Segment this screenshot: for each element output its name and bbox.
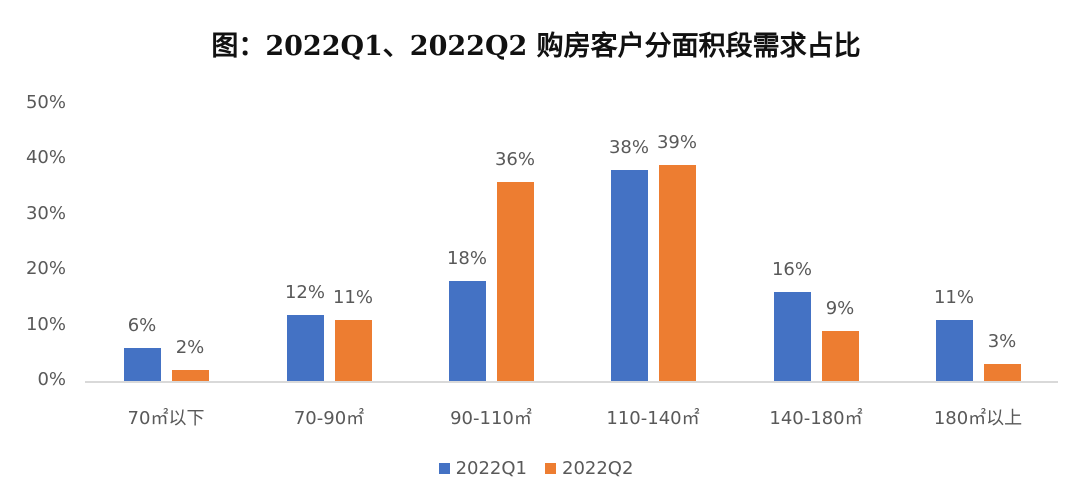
y-tick-label: 20% [25, 258, 66, 280]
bar-2022q2 [983, 364, 1021, 381]
data-label: 3% [987, 331, 1017, 353]
x-tick-label: 180㎡以上 [933, 408, 1023, 429]
y-tick-label: 10% [25, 313, 66, 335]
data-label: 2% [175, 336, 205, 358]
x-axis-line [85, 381, 1058, 383]
bar-2022q1 [286, 314, 324, 381]
data-label: 16% [771, 259, 812, 281]
bar-2022q2 [171, 369, 209, 381]
legend-swatch-q1 [438, 463, 450, 474]
bar-2022q2 [821, 331, 859, 381]
bar-2022q1 [935, 320, 973, 381]
bar-2022q1 [448, 281, 486, 381]
bar-2022q1 [773, 292, 811, 381]
bar-2022q2 [658, 164, 696, 381]
x-tick-label: 110-140㎡ [606, 408, 700, 429]
y-tick-label: 30% [25, 202, 66, 224]
bar-2022q2 [334, 320, 372, 381]
data-label: 12% [284, 281, 325, 303]
x-tick-label: 140-180㎡ [769, 408, 863, 429]
x-tick-label: 70-90㎡ [293, 408, 365, 429]
y-tick-label: 40% [25, 147, 66, 169]
data-label: 36% [494, 148, 535, 170]
legend-label: 2022Q1 [455, 458, 527, 479]
y-tick-label: 0% [37, 369, 66, 390]
bar-2022q2 [496, 181, 534, 381]
x-tick-label: 90-110㎡ [450, 408, 532, 429]
data-label: 18% [446, 248, 487, 270]
legend-item-2022q2: 2022Q2 [545, 458, 633, 479]
y-tick-label: 50% [25, 92, 66, 113]
bar-2022q1 [123, 347, 161, 381]
data-label: 6% [127, 314, 157, 336]
legend-item-2022q1: 2022Q1 [438, 458, 527, 479]
legend-swatch-q2 [545, 463, 556, 474]
data-label: 9% [825, 298, 855, 320]
data-label: 11% [933, 287, 974, 309]
data-label: 39% [656, 131, 697, 153]
chart-legend: 2022Q1 2022Q2 [0, 458, 1072, 479]
data-label: 38% [608, 137, 649, 159]
bar-2022q1 [610, 170, 648, 381]
data-label: 11% [332, 287, 373, 309]
x-tick-label: 70㎡以下 [127, 408, 205, 429]
chart-title: 图：2022Q1、2022Q2 购房客户分面积段需求占比 [211, 31, 861, 62]
legend-label: 2022Q2 [562, 458, 634, 479]
